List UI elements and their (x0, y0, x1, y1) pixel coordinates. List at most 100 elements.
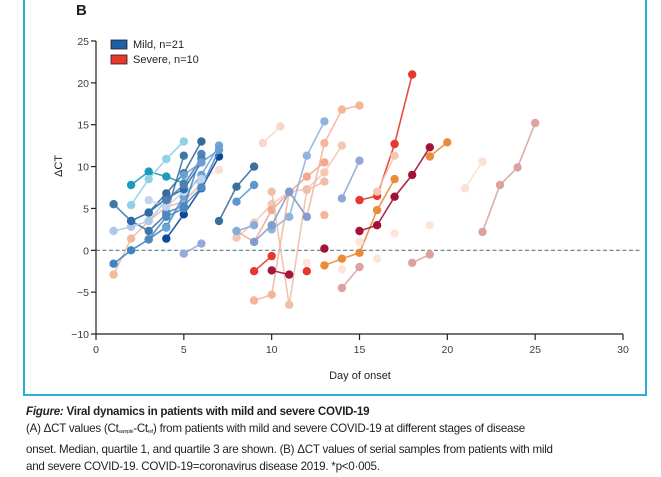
data-point (408, 258, 417, 267)
data-point (179, 249, 188, 258)
caption-title: Figure: Viral dynamics in patients with … (26, 403, 646, 420)
series-line (236, 161, 325, 244)
figure-frame (23, 0, 647, 396)
data-point (355, 195, 364, 205)
data-point (372, 254, 382, 263)
y-tick-label: 15 (77, 120, 89, 132)
legend-label-severe: Severe, n=10 (133, 54, 199, 66)
data-point (232, 226, 241, 236)
data-point (276, 122, 285, 131)
series-mild-4 (126, 137, 188, 210)
data-point (144, 208, 153, 217)
series-severe-22 (337, 221, 434, 274)
data-point (144, 216, 153, 226)
data-point (425, 152, 434, 161)
series-mild-21 (249, 187, 311, 247)
data-point (390, 192, 399, 201)
data-point (214, 165, 224, 175)
data-point (162, 154, 171, 164)
data-point (320, 261, 329, 270)
caption-line-3: and severe COVID-19. COVID-19=coronaviru… (26, 460, 380, 473)
data-point (267, 221, 276, 230)
x-tick-label: 30 (617, 344, 629, 356)
data-point (390, 151, 399, 160)
data-point (197, 183, 206, 192)
chart: −10 −5 0 5 10 15 20 25 0 5 10 15 20 25 30 Day of onset… (53, 36, 640, 382)
data-point (249, 221, 259, 230)
data-point (390, 139, 399, 149)
series-severe-13 (425, 138, 452, 161)
data-point (109, 270, 118, 279)
data-point (302, 151, 311, 160)
data-point (258, 138, 268, 148)
data-point (390, 174, 399, 184)
data-point (144, 174, 153, 184)
x-axis-title: Day of onset (329, 370, 391, 382)
series-severe-9 (267, 266, 294, 279)
caption-subscript: ref (147, 429, 154, 435)
data-point (249, 180, 259, 190)
series-severe-7 (267, 177, 329, 309)
data-point (126, 246, 136, 255)
legend-label-mild: Mild, n=21 (133, 39, 184, 51)
x-tick-label: 5 (181, 344, 187, 356)
data-point (337, 105, 347, 114)
data-point (197, 137, 206, 146)
x-tick-label: 10 (266, 344, 278, 356)
series-line (376, 155, 396, 193)
data-point (214, 145, 224, 154)
data-point (355, 101, 364, 110)
series-severe-17 (460, 157, 487, 193)
data-point (179, 151, 188, 160)
data-point (302, 185, 311, 195)
series-line (271, 121, 326, 231)
y-tick-label: 25 (77, 36, 89, 48)
data-point (337, 141, 347, 150)
series-mild-8 (232, 180, 259, 206)
data-point (443, 138, 452, 147)
panel-label: B (76, 2, 87, 19)
data-point (460, 184, 470, 193)
y-tick-label: 20 (77, 78, 89, 90)
series-severe-6 (258, 122, 285, 148)
series-line (464, 161, 484, 189)
data-point (372, 187, 382, 196)
caption-subscript: sample (118, 429, 134, 435)
data-point (249, 162, 259, 171)
data-point (249, 296, 259, 305)
data-point (478, 157, 487, 166)
series-severe-23 (302, 237, 382, 267)
y-axis-title: ΔCT (53, 155, 65, 177)
series-severe-21 (320, 210, 329, 220)
data-point (320, 117, 329, 126)
series-layer (109, 70, 540, 309)
caption-text: ) from patients with mild and severe COV… (153, 422, 525, 435)
data-point (355, 248, 364, 257)
series-severe-19 (320, 244, 329, 253)
series-severe-11 (320, 174, 399, 270)
data-point (337, 283, 347, 293)
series-line (165, 156, 220, 240)
series-line (218, 166, 255, 222)
data-point (162, 172, 171, 181)
caption-text: -Ct (133, 422, 148, 435)
data-point (162, 223, 171, 232)
data-point (513, 163, 522, 172)
data-point (372, 205, 382, 215)
data-point (302, 258, 311, 267)
series-line (148, 178, 202, 208)
data-point (126, 222, 136, 231)
series-severe-14 (372, 151, 399, 196)
data-point (126, 180, 136, 190)
series-line (270, 180, 325, 305)
y-tick-label: −10 (71, 329, 89, 341)
data-point (144, 226, 153, 236)
x-tick-label: 25 (529, 344, 541, 356)
data-point (162, 202, 171, 211)
data-point (478, 227, 487, 237)
data-point (179, 210, 188, 219)
data-point (285, 187, 294, 196)
data-point (302, 172, 311, 181)
series-severe-12 (355, 143, 434, 236)
data-point (144, 195, 153, 205)
